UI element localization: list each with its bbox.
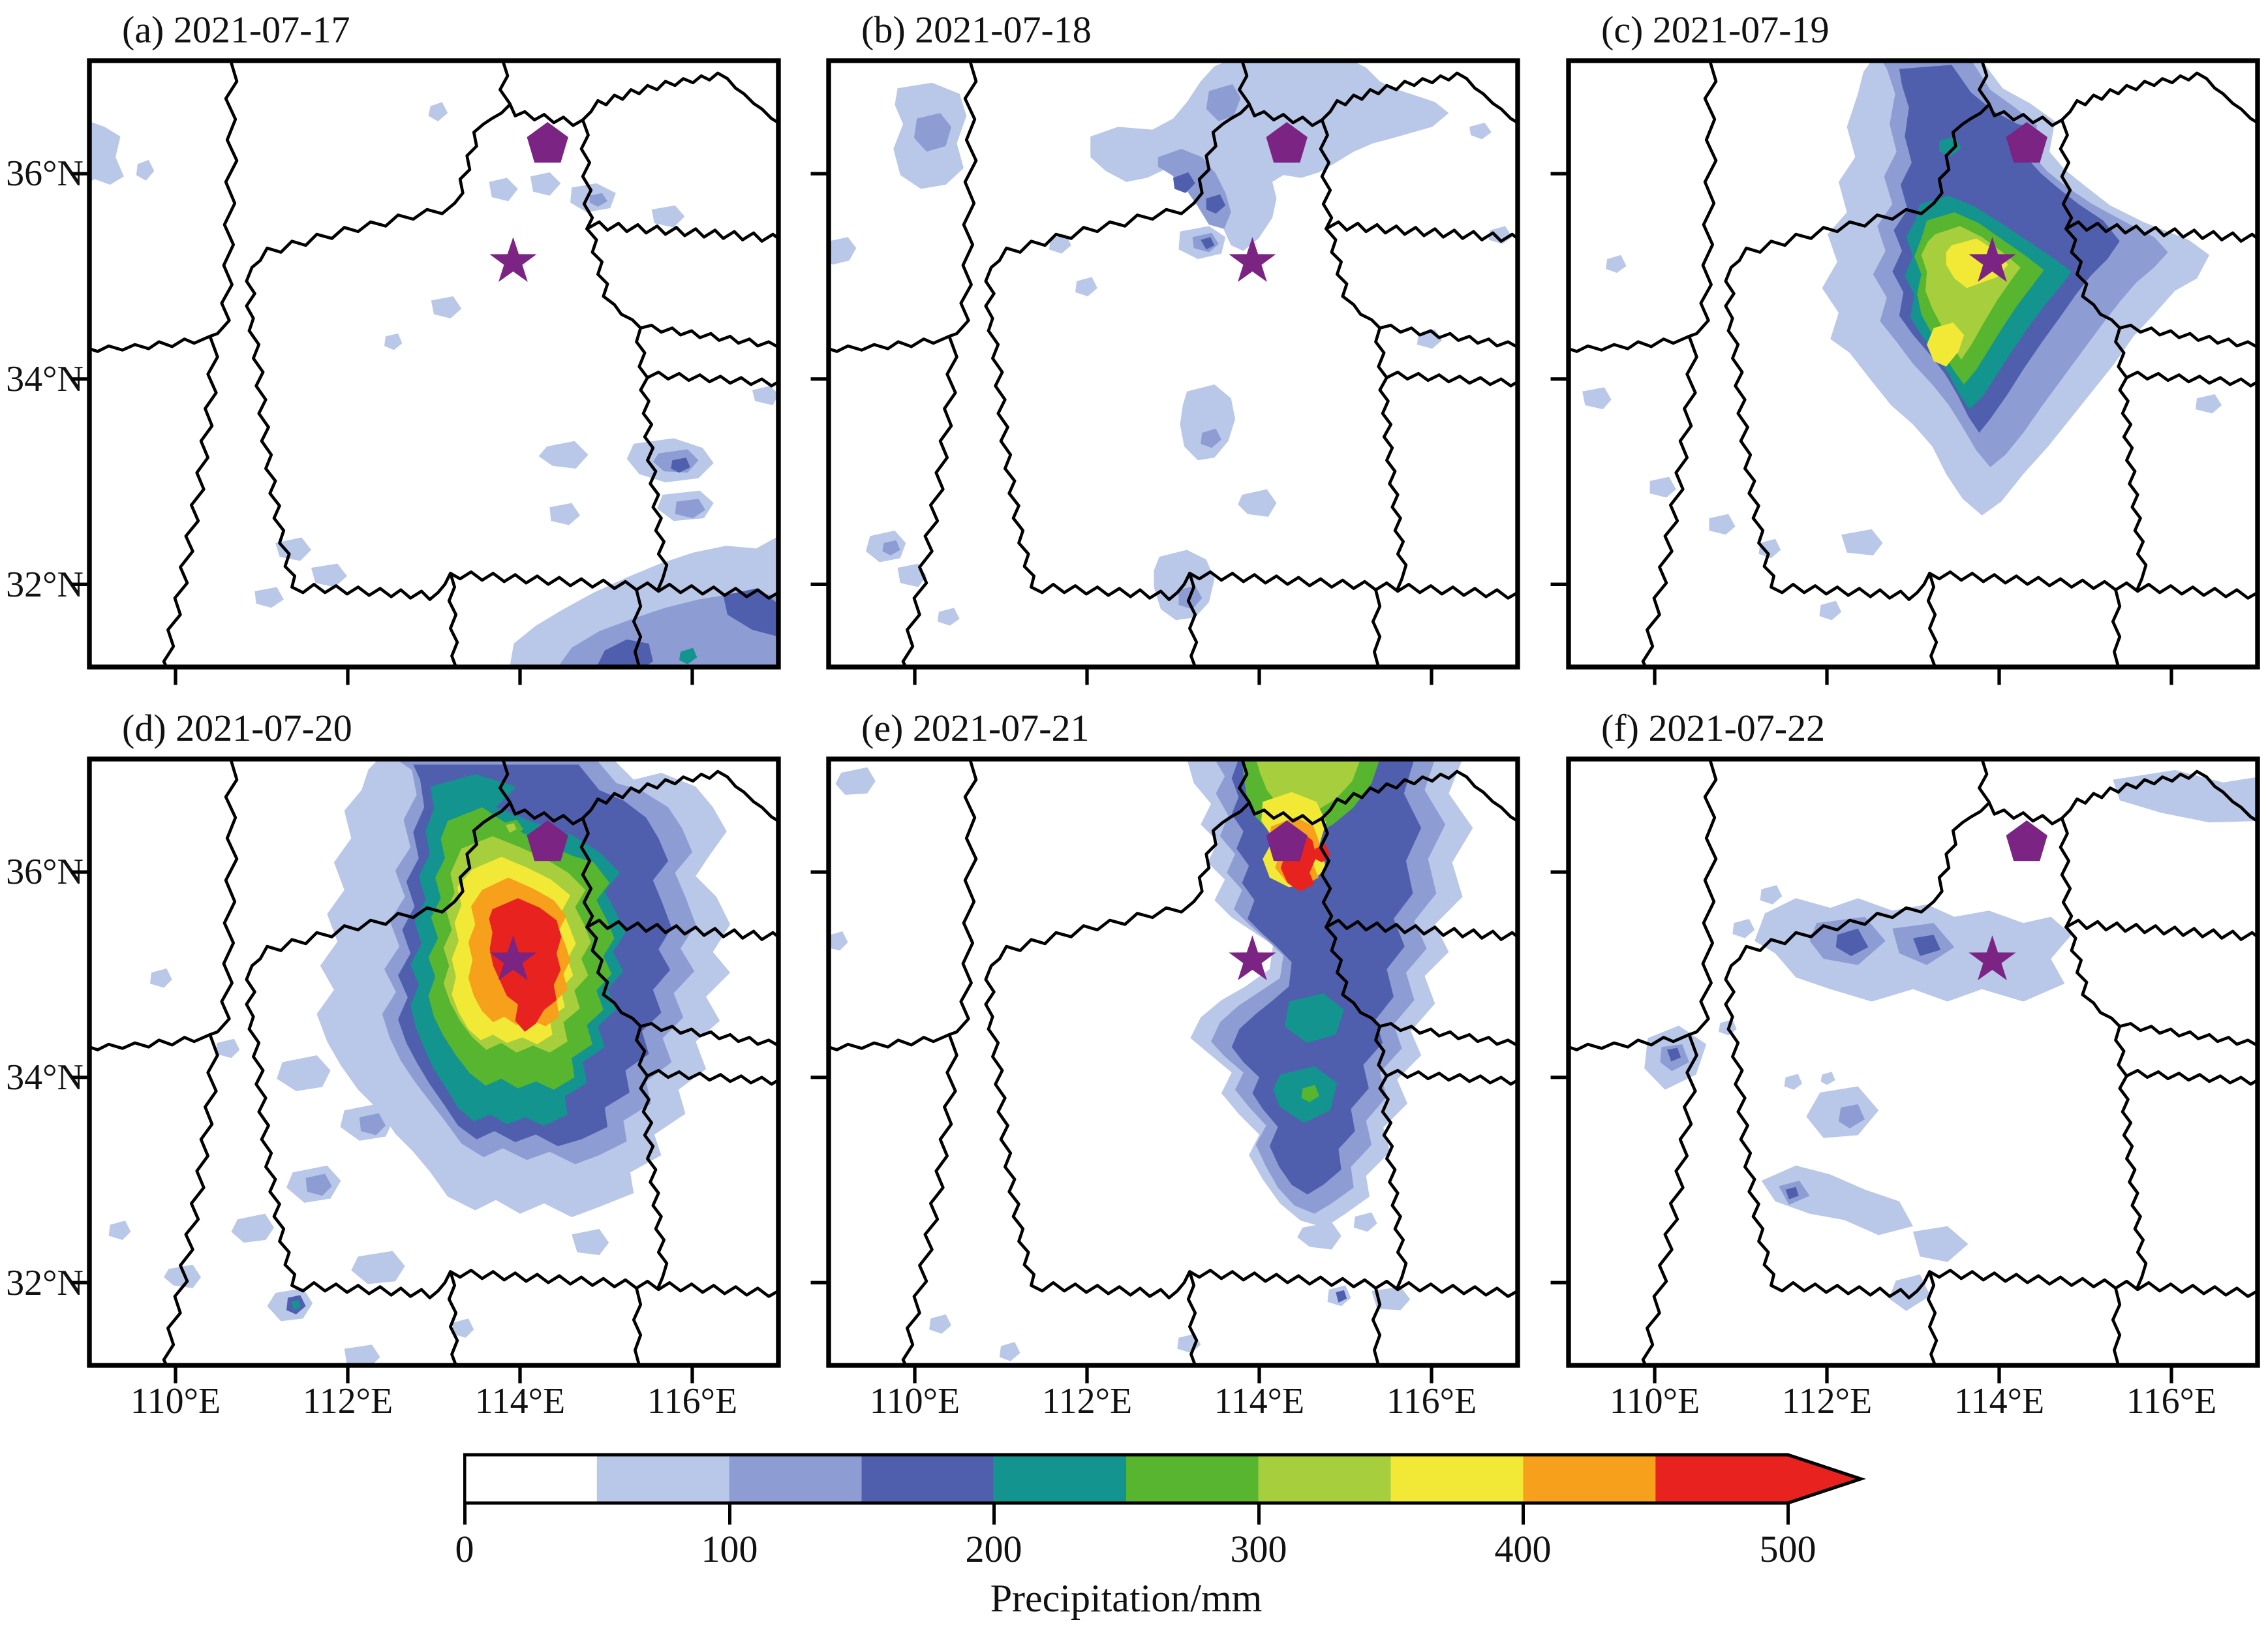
y-tick-label-36n: 36°N: [6, 852, 84, 892]
colorbar-tick-label: 0: [455, 1528, 474, 1570]
map-d: [87, 756, 781, 1368]
y-tick-label-32n: 32°N: [6, 1263, 84, 1303]
x-tick-label: 112°E: [1781, 1381, 1873, 1421]
x-tick-label: 112°E: [302, 1381, 393, 1421]
colorbar-tick: [992, 1504, 996, 1525]
x-tick-label: 114°E: [1214, 1381, 1305, 1421]
colorbar-outline: [463, 1453, 1866, 1505]
y-tick-label-36n: 36°N: [6, 153, 84, 194]
colorbar-tick-label: 100: [701, 1528, 758, 1570]
panel-frame: [87, 58, 781, 670]
colorbar-tick-label: 400: [1494, 1528, 1552, 1570]
colorbar-tick: [1786, 1504, 1790, 1525]
precipitation-contours: [1644, 769, 2258, 1311]
colorbar-tick: [463, 1504, 467, 1525]
map-f: [1566, 756, 2260, 1368]
panel-title-e: (e) 2021-07-21: [861, 707, 1090, 749]
map-panel-c: [1566, 58, 2260, 670]
precipitation-contours: [89, 102, 778, 667]
colorbar-tick-label: 200: [965, 1528, 1022, 1570]
x-tick-label: 110°E: [1609, 1381, 1700, 1421]
panel-title-d: (d) 2021-07-20: [122, 707, 352, 749]
y-tick-label-34n: 34°N: [6, 1057, 84, 1098]
x-tick-label: 114°E: [1954, 1381, 2045, 1421]
panel-frame: [1566, 756, 2260, 1368]
map-a: [87, 58, 781, 670]
map-c: [1566, 58, 2260, 670]
map-b: [826, 58, 1520, 670]
panel-frame: [826, 756, 1520, 1368]
x-tick-label: 116°E: [647, 1381, 738, 1421]
colorbar-tick: [728, 1504, 731, 1525]
colorbar-tick: [1522, 1504, 1525, 1525]
colorbar-arrow: [1788, 1455, 1861, 1503]
pentagon-marker: [2006, 820, 2047, 861]
colorbar-tick: [1257, 1504, 1261, 1525]
precipitation-contours: [829, 759, 1473, 1361]
colorbar-segments: [465, 1455, 1861, 1503]
precipitation-contours: [108, 759, 731, 1365]
panel-frame: [87, 756, 781, 1368]
map-e: [826, 756, 1520, 1368]
map-panel-e: [826, 756, 1520, 1368]
axis-ticks: [811, 174, 1432, 685]
pentagon-marker: [527, 121, 568, 163]
panel-frame: [826, 58, 1520, 670]
panel-title-a: (a) 2021-07-17: [122, 8, 350, 51]
x-tick-label: 110°E: [869, 1381, 960, 1421]
map-panel-f: [1566, 756, 2260, 1368]
map-panel-a: [87, 58, 781, 670]
colorbar-tick-label: 500: [1759, 1528, 1816, 1570]
x-tick-label: 116°E: [2126, 1381, 2217, 1421]
panel-frame: [1566, 58, 2260, 670]
map-panel-b: [826, 58, 1520, 670]
x-tick-label: 116°E: [1386, 1381, 1477, 1421]
panel-title-c: (c) 2021-07-19: [1601, 8, 1830, 51]
colorbar-axis-label: Precipitation/mm: [990, 1577, 1263, 1620]
panel-title-f: (f) 2021-07-22: [1601, 707, 1826, 749]
star-marker: [489, 237, 537, 282]
y-tick-label-32n: 32°N: [6, 565, 84, 605]
x-tick-label: 114°E: [474, 1381, 566, 1421]
map-panel-d: [87, 756, 781, 1368]
colorbar: [463, 1453, 1866, 1505]
x-tick-label: 110°E: [130, 1381, 221, 1421]
panel-title-b: (b) 2021-07-18: [861, 8, 1092, 51]
colorbar-tick-label: 300: [1230, 1528, 1287, 1570]
x-tick-label: 112°E: [1041, 1381, 1133, 1421]
y-tick-label-34n: 34°N: [6, 359, 84, 399]
